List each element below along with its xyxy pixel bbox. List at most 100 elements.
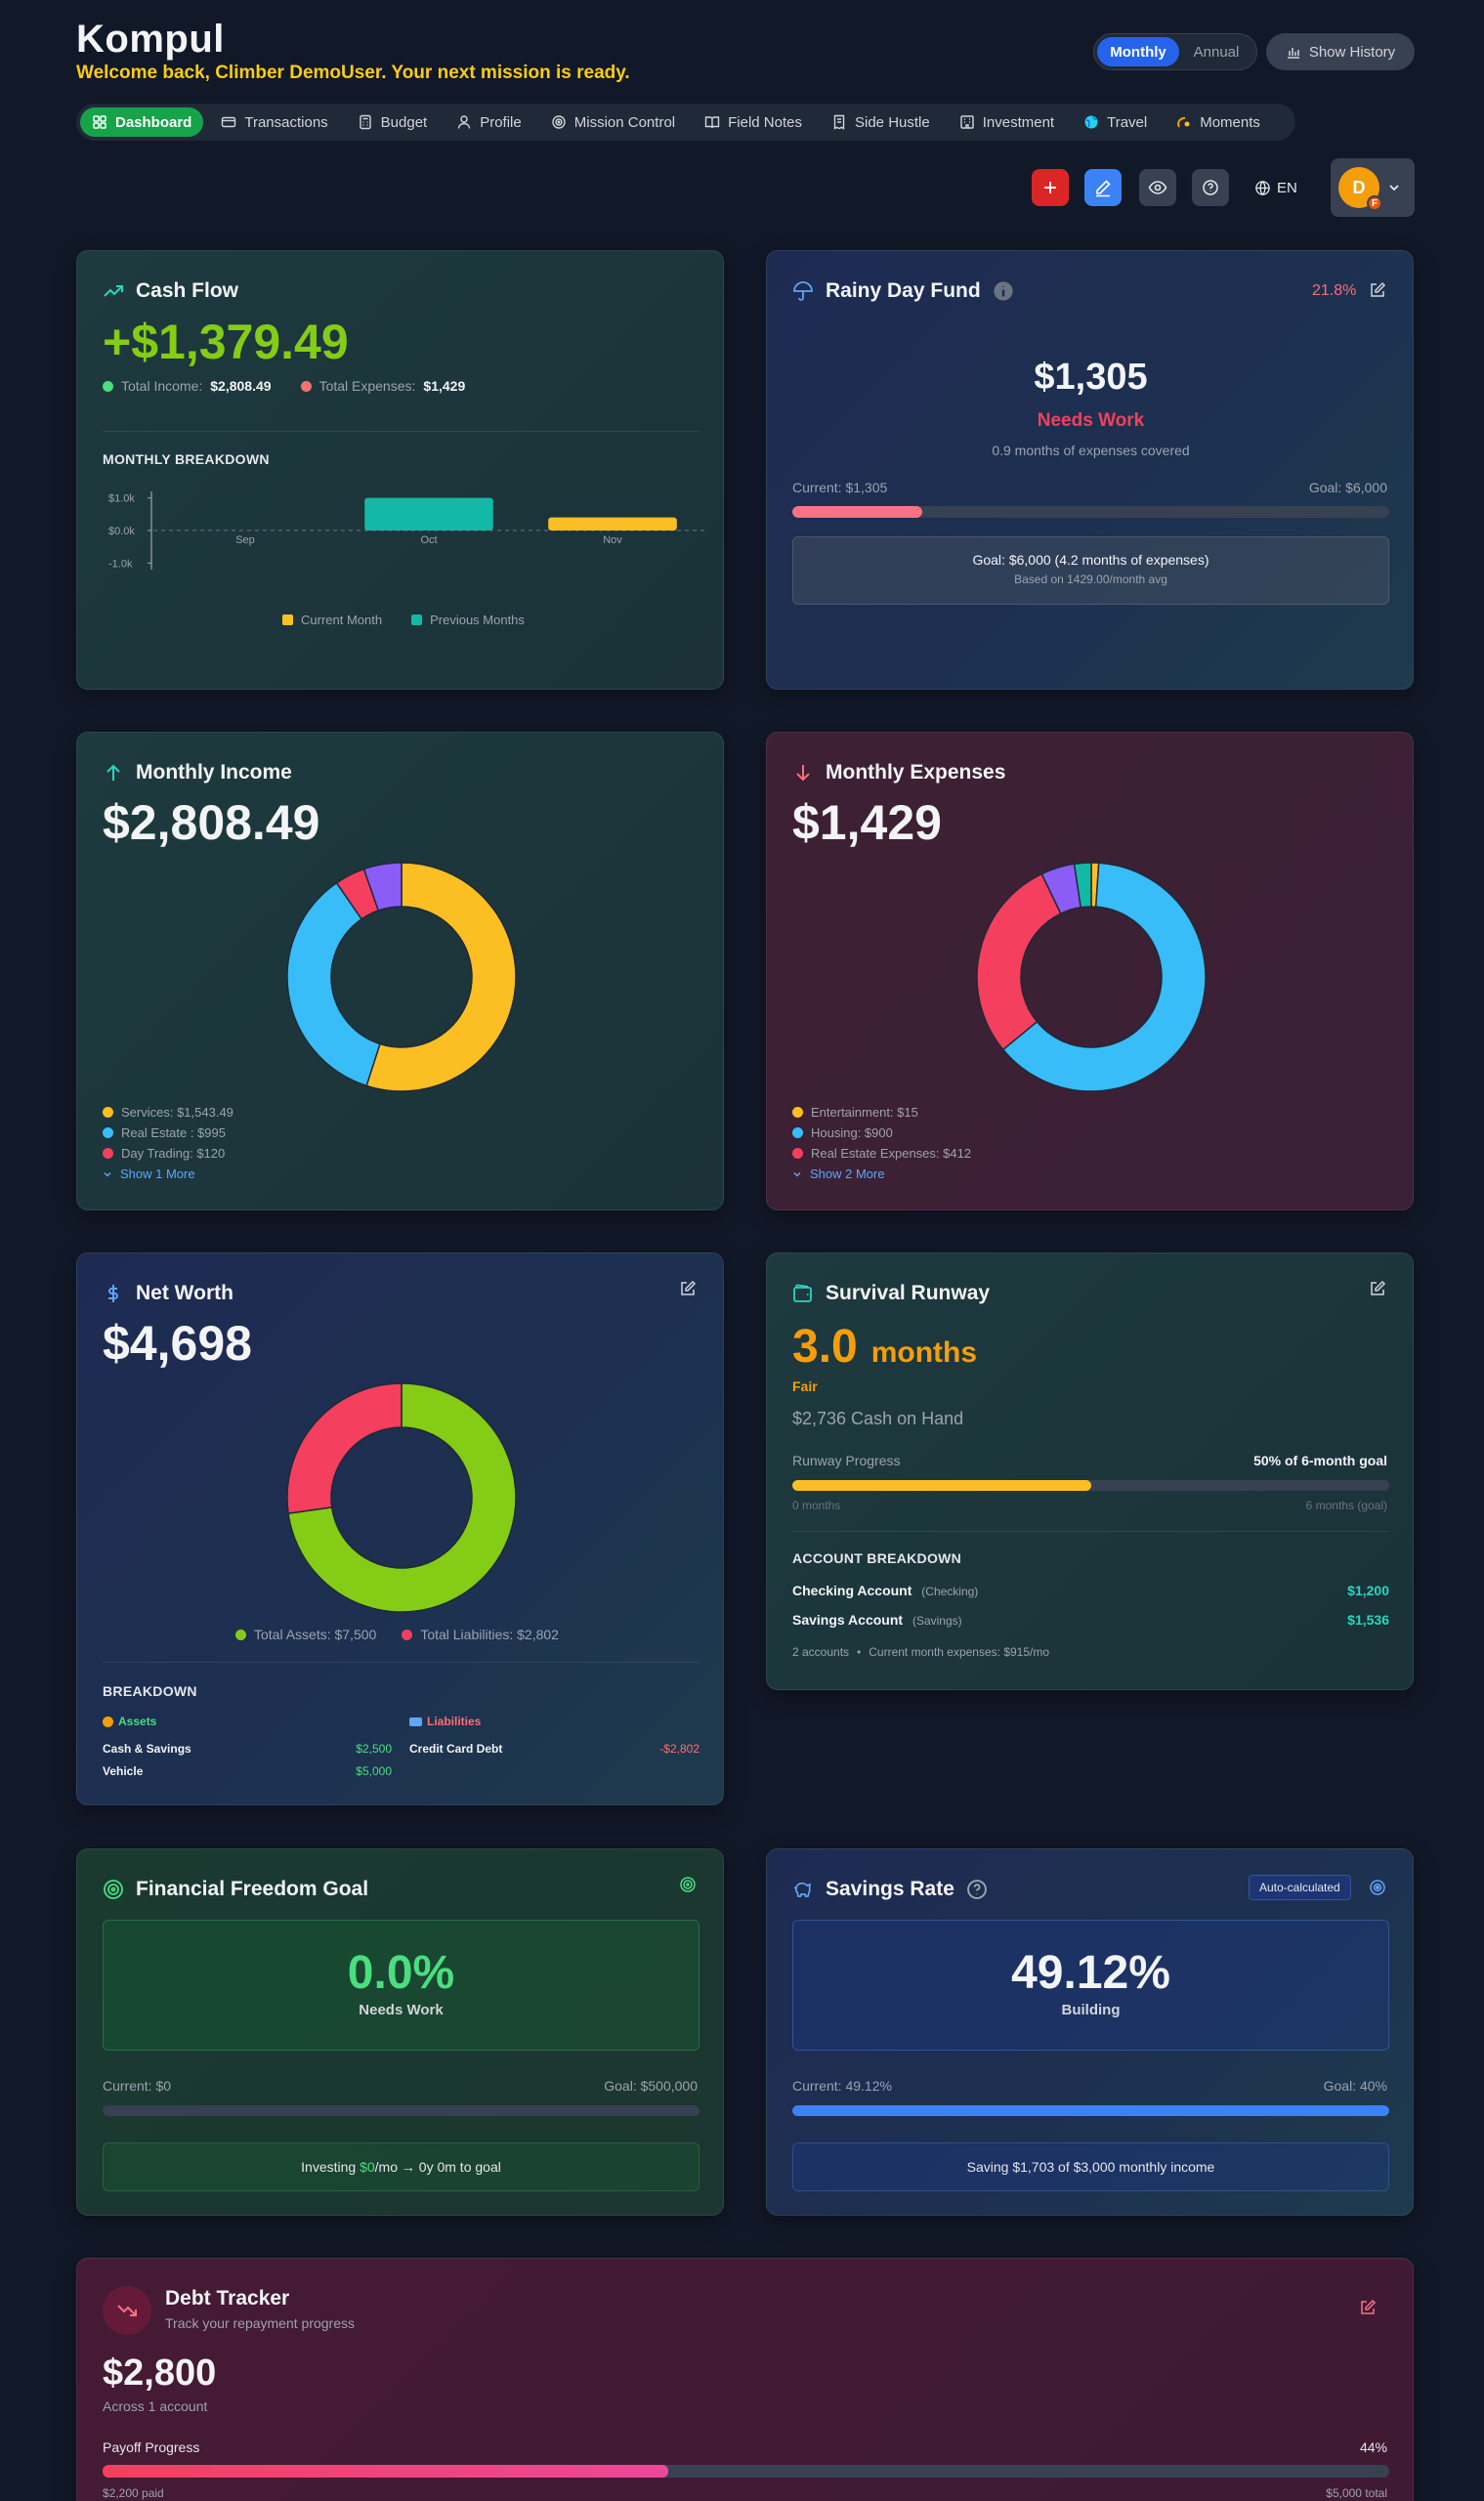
nav-item-transactions[interactable]: Transactions bbox=[209, 107, 339, 137]
runway-number: 3.0 bbox=[792, 1321, 858, 1373]
liability-value: -$2,802 bbox=[659, 1742, 700, 1756]
nav-item-mission-control[interactable]: Mission Control bbox=[539, 107, 687, 137]
payoff-label: Payoff Progress bbox=[103, 2439, 200, 2455]
rainy-day-goal: Goal: $6,000 bbox=[1308, 480, 1387, 495]
globe-icon bbox=[1084, 115, 1098, 129]
asset-value: $2,500 bbox=[356, 1742, 392, 1756]
add-button[interactable] bbox=[1032, 169, 1069, 206]
debt-icon-wrap bbox=[103, 2286, 151, 2335]
edit-icon[interactable] bbox=[1369, 1280, 1386, 1297]
runway-title-text: Survival Runway bbox=[826, 1282, 991, 1304]
nav-item-travel[interactable]: Travel bbox=[1072, 107, 1159, 137]
arrow-up-icon bbox=[106, 764, 120, 781]
asset-row: Vehicle $5,000 bbox=[103, 1764, 392, 1778]
debt-paid: $2,200 paid bbox=[103, 2486, 164, 2500]
target-icon bbox=[104, 1880, 123, 1899]
donut-slice[interactable] bbox=[286, 881, 381, 1087]
expense-legend-item: Real Estate Expenses: $412 bbox=[792, 1146, 971, 1161]
net-worth-amount: $4,698 bbox=[103, 1316, 252, 1371]
info-icon[interactable] bbox=[993, 280, 1014, 302]
monthly-income-card: Monthly Income $2,808.49 Services: $1,54… bbox=[76, 732, 724, 1210]
liability-row: Credit Card Debt -$2,802 bbox=[409, 1742, 700, 1756]
bar-nov[interactable] bbox=[548, 517, 677, 530]
income-show-more-button[interactable]: Show 1 More bbox=[103, 1166, 195, 1181]
liability-name: Credit Card Debt bbox=[409, 1742, 503, 1756]
cash-flow-amount: +$1,379.49 bbox=[103, 315, 349, 369]
survival-runway-card: Survival Runway 3.0 months Fair $2,736 C… bbox=[766, 1252, 1414, 1690]
show-history-button[interactable]: Show History bbox=[1266, 33, 1415, 70]
legend-dot-assets bbox=[235, 1629, 246, 1640]
legend-dot bbox=[103, 1148, 113, 1159]
cash-flow-legend: Current Month Previous Months bbox=[282, 613, 525, 627]
help-button[interactable] bbox=[1192, 169, 1229, 206]
edit-icon[interactable] bbox=[1369, 281, 1386, 299]
legend-dot bbox=[103, 1107, 113, 1118]
period-annual-button[interactable]: Annual bbox=[1193, 43, 1240, 61]
legend-label: Real Estate Expenses: $412 bbox=[811, 1146, 972, 1161]
rainy-day-goal-box-title: Goal: $6,000 (4.2 months of expenses) bbox=[972, 552, 1209, 568]
donut-slice[interactable] bbox=[1001, 862, 1207, 1092]
nav-item-field-notes[interactable]: Field Notes bbox=[693, 107, 814, 137]
runway-progress-fill bbox=[792, 1480, 1091, 1491]
nav-item-moments[interactable]: Moments bbox=[1165, 107, 1272, 137]
investing-suffix: /mo → 0y 0m to goal bbox=[374, 2159, 501, 2175]
asset-name: Cash & Savings bbox=[103, 1742, 191, 1756]
language-selector[interactable]: EN bbox=[1254, 169, 1297, 206]
calculator-icon bbox=[359, 114, 371, 130]
debt-total: $5,000 total bbox=[1326, 2486, 1387, 2500]
monthly-income-title: Monthly Income bbox=[103, 761, 292, 784]
target-icon bbox=[552, 115, 566, 129]
rainy-day-title: Rainy Day Fund bbox=[792, 279, 1014, 303]
donut-slice[interactable] bbox=[286, 1382, 403, 1514]
show-more-label: Show 1 More bbox=[120, 1166, 195, 1181]
help-icon[interactable] bbox=[966, 1879, 988, 1900]
x-tick-label: Sep bbox=[235, 534, 255, 546]
edit-icon[interactable] bbox=[679, 1280, 697, 1297]
visibility-button[interactable] bbox=[1139, 169, 1176, 206]
runway-title: Survival Runway bbox=[792, 1282, 990, 1305]
chevron-down-icon bbox=[793, 1171, 801, 1177]
legend-swatch-previous bbox=[411, 615, 423, 625]
target-icon[interactable] bbox=[679, 1876, 697, 1893]
target-icon[interactable] bbox=[1369, 1879, 1386, 1896]
freedom-percent: 0.0% bbox=[347, 1947, 455, 1999]
donut-slice[interactable] bbox=[1073, 862, 1092, 909]
nav-item-dashboard[interactable]: Dashboard bbox=[80, 107, 204, 137]
user-menu[interactable]: D F bbox=[1331, 158, 1415, 217]
nav-item-investment[interactable]: Investment bbox=[948, 107, 1066, 137]
monthly-expenses-amount: $1,429 bbox=[792, 795, 942, 850]
net-worth-card: Net Worth $4,698 Total Assets: $7,500 To… bbox=[76, 1252, 724, 1805]
expenses-show-more-button[interactable]: Show 2 More bbox=[792, 1166, 885, 1181]
nav-label: Travel bbox=[1107, 113, 1148, 131]
donut-slice[interactable] bbox=[362, 862, 403, 911]
runway-footer: 2 accounts • Current month expenses: $91… bbox=[792, 1645, 1049, 1659]
edit-icon[interactable] bbox=[1359, 2299, 1377, 2316]
dashboard-icon bbox=[93, 115, 106, 129]
donut-slice[interactable] bbox=[976, 872, 1062, 1051]
savings-summary: Saving $1,703 of $3,000 monthly income bbox=[792, 2142, 1389, 2191]
donut-slice[interactable] bbox=[287, 1382, 517, 1613]
card-icon bbox=[222, 116, 236, 128]
legend-label: Services: $1,543.49 bbox=[121, 1105, 233, 1120]
donut-slice[interactable] bbox=[365, 862, 517, 1092]
runway-progress bbox=[792, 1480, 1389, 1491]
edit-mode-button[interactable] bbox=[1084, 169, 1122, 206]
nav-item-budget[interactable]: Budget bbox=[346, 107, 440, 137]
liabilities-header: Liabilities bbox=[409, 1715, 481, 1728]
nav-item-profile[interactable]: Profile bbox=[445, 107, 533, 137]
bar-oct[interactable] bbox=[364, 497, 493, 530]
nav-item-side-hustle[interactable]: Side Hustle bbox=[820, 107, 942, 137]
savings-goal: Goal: 40% bbox=[1323, 2078, 1387, 2094]
account-value: $1,200 bbox=[1347, 1583, 1389, 1598]
divider bbox=[103, 1662, 700, 1663]
net-worth-title-text: Net Worth bbox=[136, 1282, 233, 1304]
avatar-initial: D bbox=[1352, 177, 1366, 197]
app-title: Kompul bbox=[76, 18, 225, 61]
main-nav: Dashboard Transactions Budget Profile Mi… bbox=[76, 104, 1295, 141]
rainy-day-title-text: Rainy Day Fund bbox=[826, 279, 981, 302]
savings-progress-fill bbox=[792, 2105, 1389, 2116]
legend-label: Real Estate : $995 bbox=[121, 1125, 226, 1140]
runway-footer-expenses: Current month expenses: $915/mo bbox=[869, 1645, 1050, 1659]
period-monthly-button[interactable]: Monthly bbox=[1097, 37, 1179, 66]
x-tick-label: Nov bbox=[603, 534, 622, 546]
